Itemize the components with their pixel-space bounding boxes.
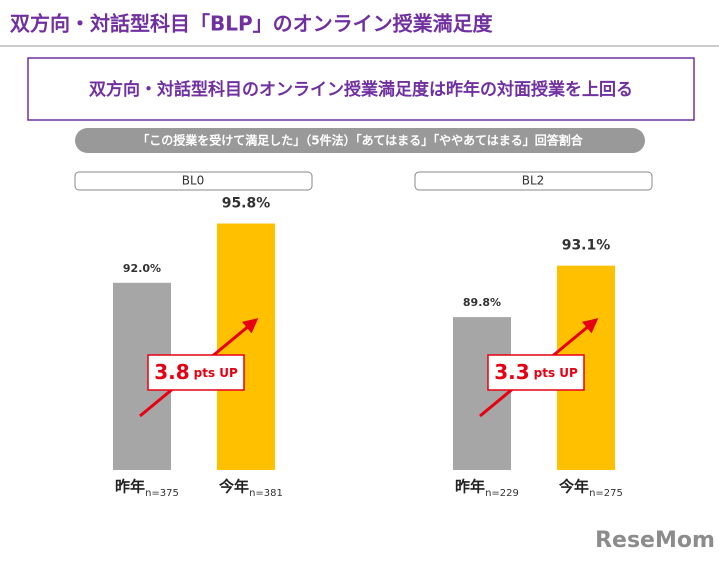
sample-size: n=275	[589, 488, 623, 499]
annotation-unit: pts UP	[534, 366, 578, 380]
annotation-box	[147, 354, 245, 391]
panel-label-box	[414, 171, 653, 191]
bar	[453, 317, 511, 470]
note-pill	[75, 128, 645, 153]
bar	[217, 223, 275, 470]
category-label: 今年	[558, 478, 589, 496]
value-label: 89.8%	[463, 296, 501, 309]
annotation-number: 3.8	[154, 360, 189, 384]
sample-size: n=375	[145, 488, 179, 499]
panel-title: BL0	[182, 174, 205, 188]
sample-size: n=229	[485, 488, 519, 499]
annotation-number: 3.3	[494, 360, 529, 384]
watermark: ReseMom	[595, 528, 715, 553]
subtitle-box	[27, 57, 695, 121]
category-label: 昨年	[455, 478, 485, 496]
annotation-unit: pts UP	[194, 366, 238, 380]
note: 「この授業を受けて満足した」（5件法）「あてはまる」「ややあてはまる」回答割合	[137, 133, 583, 148]
page-title: 双方向・対話型科目「BLP」のオンライン授業満足度	[10, 12, 494, 36]
category-label: 昨年	[115, 478, 145, 496]
subtitle: 双方向・対話型科目のオンライン授業満足度は昨年の対面授業を上回る	[89, 79, 633, 100]
value-label: 95.8%	[222, 196, 271, 212]
annotation: 3.3 pts UP	[494, 360, 578, 384]
panel-label-box	[74, 171, 313, 191]
annotation-box	[487, 354, 585, 391]
value-label: 92.0%	[123, 262, 161, 275]
annotation: 3.8 pts UP	[154, 360, 238, 384]
sample-size: n=381	[249, 488, 283, 499]
category-label: 今年	[218, 478, 249, 496]
value-label: 93.1%	[562, 238, 611, 254]
panel-title: BL2	[522, 174, 545, 188]
